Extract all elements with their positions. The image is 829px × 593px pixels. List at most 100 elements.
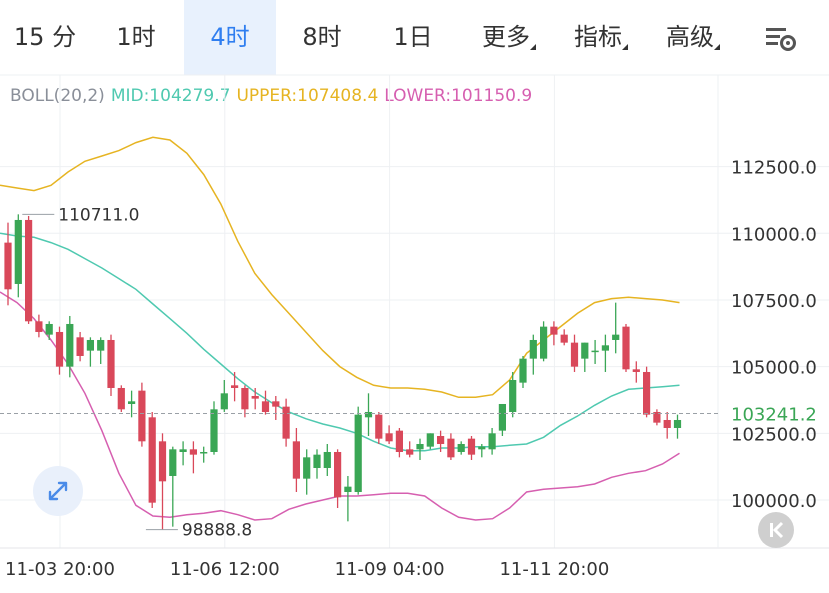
tab-label: 1时: [116, 23, 156, 51]
chart-settings-button[interactable]: [760, 20, 800, 56]
candle-body: [292, 441, 300, 479]
candle-body: [447, 438, 455, 458]
candle-body: [169, 449, 177, 476]
x-tick-label: 11-11 20:00: [499, 559, 609, 580]
candle-body: [673, 419, 682, 428]
candle-body: [406, 449, 414, 455]
tab-2[interactable]: 4时: [184, 0, 276, 75]
tab-label: 15 分: [13, 23, 77, 51]
tab-0[interactable]: 15 分: [0, 0, 90, 75]
candle-body: [334, 451, 342, 498]
candle-body: [344, 486, 352, 492]
candle-body: [66, 323, 74, 367]
current-price-label: 103241.2: [731, 405, 817, 426]
candle-body: [14, 219, 22, 284]
boll-upper-line: [0, 136, 680, 399]
tab-label: 指标: [574, 23, 622, 51]
fullscreen-button[interactable]: [33, 466, 83, 516]
candle-body: [179, 449, 187, 452]
candle-body: [158, 441, 167, 482]
candle-body: [251, 395, 259, 399]
candle-body: [426, 433, 434, 447]
candle-body: [117, 387, 125, 410]
boll-mid-line: [0, 232, 680, 452]
tab-label: 4时: [210, 23, 250, 51]
candle-body: [519, 358, 527, 383]
candle-body: [457, 443, 465, 452]
dropdown-caret-icon: [714, 44, 720, 50]
boll-mid: MID:104279.7: [110, 86, 231, 106]
candle-body: [189, 449, 197, 455]
candle-body: [200, 451, 208, 454]
candle-body: [220, 393, 228, 410]
candle-body: [612, 334, 620, 340]
y-tick-label: 100000.0: [731, 491, 817, 512]
candle-body: [540, 326, 548, 359]
candle-body: [86, 339, 94, 351]
candle-body: [107, 339, 115, 388]
candle-body: [364, 411, 373, 418]
boll-legend: BOLL(20,2) MID:104279.7 UPPER:107408.4 LOWE…: [10, 86, 538, 106]
tab-6[interactable]: 指标: [552, 0, 644, 75]
y-tick-label: 105000.0: [731, 358, 817, 379]
boll-name: BOLL(20,2): [10, 86, 105, 106]
candle-body: [488, 433, 496, 450]
candle-body: [498, 403, 506, 431]
boll-upper: UPPER:107408.4: [236, 86, 379, 106]
tab-label: 更多: [482, 23, 530, 51]
y-tick-label: 107500.0: [731, 291, 817, 312]
annotation-label: 98888.8: [182, 521, 252, 541]
candle-body: [467, 438, 476, 455]
chart-settings-icon: [766, 28, 796, 51]
candle-body: [55, 331, 64, 367]
x-tick-label: 11-09 04:00: [335, 559, 445, 580]
candle-body: [313, 454, 321, 468]
candle-body: [138, 390, 146, 442]
candle-body: [231, 385, 239, 388]
y-tick-label: 110000.0: [731, 224, 817, 245]
candle-body: [4, 242, 12, 290]
dropdown-caret-icon: [530, 44, 536, 50]
tab-label: 8时: [302, 23, 342, 51]
candle-body: [354, 414, 362, 492]
candle-body: [385, 433, 393, 442]
tab-7[interactable]: 高级: [644, 0, 736, 75]
candle-body: [509, 379, 517, 412]
candle-body: [622, 326, 630, 370]
candle-body: [550, 326, 558, 335]
candle-body: [261, 401, 270, 412]
tab-4[interactable]: 1日: [368, 0, 458, 75]
candle-body: [375, 414, 383, 439]
x-tick-label: 11-06 12:00: [170, 559, 280, 580]
y-tick-label: 112500.0: [731, 158, 817, 179]
candle-body: [601, 345, 609, 351]
candle-body: [45, 323, 53, 335]
scroll-to-latest-button[interactable]: [758, 512, 794, 548]
tab-3[interactable]: 8时: [276, 0, 368, 75]
candle-body: [241, 387, 249, 410]
candle-body: [478, 446, 486, 450]
dropdown-caret-icon: [622, 44, 628, 50]
annotation-label: 110711.0: [58, 205, 139, 225]
candle-body: [76, 337, 84, 356]
candle-body: [560, 334, 568, 343]
candle-body: [529, 339, 537, 359]
candle-body: [97, 339, 105, 351]
candle-body: [25, 219, 33, 322]
candle-body: [653, 411, 661, 423]
candle-body: [591, 350, 599, 353]
candle-body: [437, 435, 445, 444]
candle-body: [272, 401, 280, 407]
candle-body: [632, 369, 640, 372]
tab-5[interactable]: 更多: [460, 0, 552, 75]
candle-body: [148, 417, 156, 503]
timeframe-tabs: 15 分 1时 4时 8时 1日 更多 指标 高级: [0, 0, 829, 75]
candle-body: [282, 406, 290, 439]
candle-body: [581, 342, 589, 359]
x-tick-label: 11-03 20:00: [5, 559, 115, 580]
candle-body: [128, 401, 136, 404]
tab-1[interactable]: 1时: [92, 0, 180, 75]
expand-icon: [48, 481, 68, 501]
candle-body: [416, 443, 424, 450]
